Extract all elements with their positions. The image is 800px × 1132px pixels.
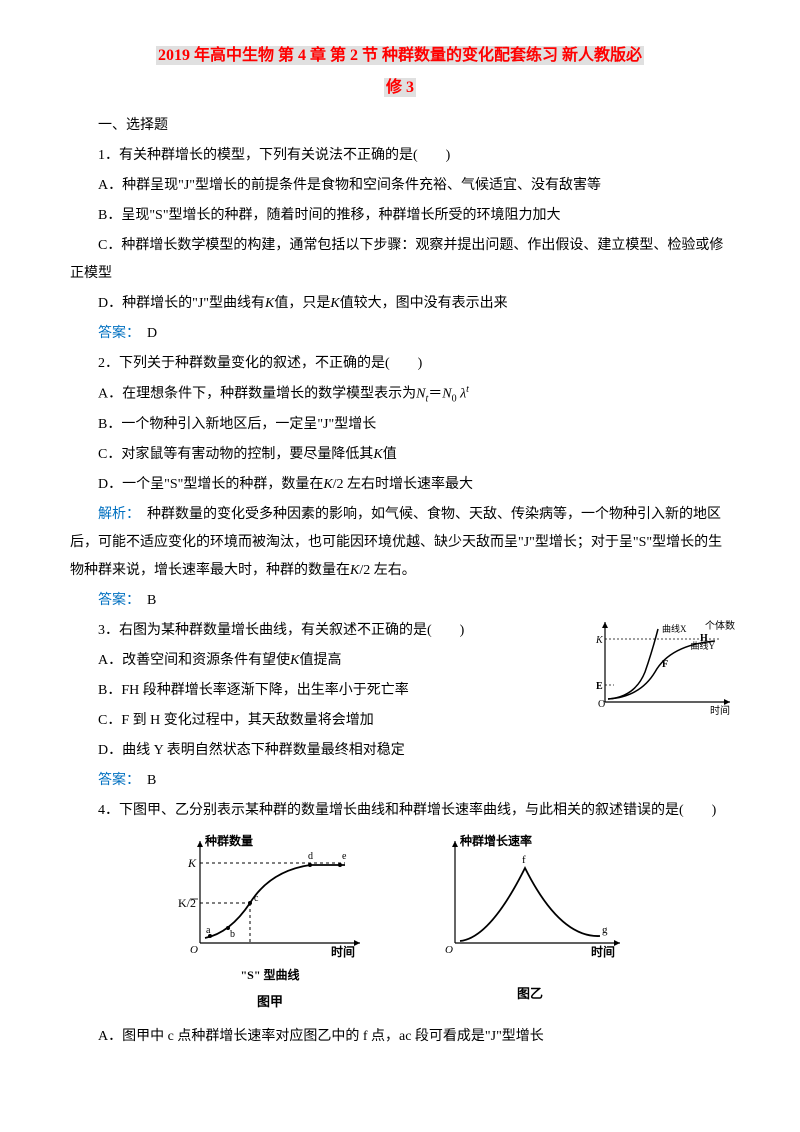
q1-opt-b: B．呈现"S"型增长的种群，随着时间的推移，种群增长所受的环境阻力加大 bbox=[70, 202, 730, 230]
text: ＝ bbox=[428, 387, 442, 402]
text: /2 左右。 bbox=[359, 563, 415, 578]
svg-text:O: O bbox=[598, 699, 605, 710]
answer-value: D bbox=[133, 326, 157, 341]
q4-stem: 4．下图甲、乙分别表示某种群的数量增长曲线和种群增长速率曲线，与此相关的叙述错误… bbox=[70, 797, 730, 825]
doc-title-line1: 2019 年高中生物 第 4 章 第 2 节 种群数量的变化配套练习 新人教版必 bbox=[156, 46, 644, 65]
svg-text:E: E bbox=[596, 681, 603, 692]
q3-opt-d: D．曲线 Y 表明自然状态下种群数量最终相对稳定 bbox=[70, 737, 730, 765]
sup-t: t bbox=[466, 384, 469, 395]
analysis-label: 解析： bbox=[98, 507, 133, 522]
var-k: K bbox=[265, 296, 274, 311]
var-n: N bbox=[442, 387, 451, 402]
q2-opt-a: A．在理想条件下，种群数量增长的数学模型表示为Nt＝N0 λt bbox=[70, 380, 730, 409]
q4-fig2: 种群增长速率 时间 O f g 图乙 bbox=[430, 833, 630, 1015]
answer-label: 答案： bbox=[98, 773, 133, 788]
svg-text:时间: 时间 bbox=[591, 944, 615, 959]
svg-text:曲线X: 曲线X bbox=[662, 623, 687, 634]
answer-value: B bbox=[133, 593, 156, 608]
svg-text:种群数量: 种群数量 bbox=[204, 833, 253, 848]
var-k: K bbox=[373, 447, 382, 462]
var-k: K bbox=[330, 296, 339, 311]
text: D．种群增长的"J"型曲线有 bbox=[98, 296, 265, 311]
answer-label: 答案： bbox=[98, 593, 133, 608]
svg-text:K: K bbox=[187, 856, 197, 870]
q4-opt-a: A．图甲中 c 点种群增长速率对应图乙中的 f 点，ac 段可看成是"J"型增长 bbox=[70, 1023, 730, 1051]
svg-text:K: K bbox=[595, 635, 604, 646]
text: A．在理想条件下，种群数量增长的数学模型表示为 bbox=[98, 387, 416, 402]
q1-answer: 答案： D bbox=[70, 320, 730, 348]
svg-text:时间: 时间 bbox=[331, 944, 355, 959]
fig1-sub: "S" 型曲线 bbox=[170, 963, 370, 987]
svg-text:H: H bbox=[700, 633, 708, 644]
svg-text:c: c bbox=[254, 893, 259, 904]
q2-answer: 答案： B bbox=[70, 587, 730, 615]
q2-stem: 2．下列关于种群数量变化的叙述，不正确的是( ) bbox=[70, 350, 730, 378]
q2-opt-c: C．对家鼠等有害动物的控制，要尽量降低其K值 bbox=[70, 441, 730, 469]
text: 值提高 bbox=[299, 653, 341, 668]
q4-fig1: 种群数量 时间 O K K/2 a b c d e "S" 型曲线 图甲 bbox=[170, 833, 370, 1015]
svg-text:F: F bbox=[662, 659, 668, 670]
svg-text:a: a bbox=[206, 925, 211, 936]
q1-opt-a: A．种群呈现"J"型增长的前提条件是食物和空间条件充裕、气候适宜、没有敌害等 bbox=[70, 172, 730, 200]
svg-text:个体数: 个体数 bbox=[705, 619, 735, 632]
svg-text:种群增长速率: 种群增长速率 bbox=[459, 833, 532, 848]
q1-opt-c: C．种群增长数学模型的构建，通常包括以下步骤：观察并提出问题、作出假设、建立模型… bbox=[70, 232, 730, 288]
svg-text:g: g bbox=[602, 924, 608, 936]
q2-opt-d: D．一个呈"S"型增长的种群，数量在K/2 左右时增长速率最大 bbox=[70, 471, 730, 499]
title-wrap: 2019 年高中生物 第 4 章 第 2 节 种群数量的变化配套练习 新人教版必… bbox=[70, 40, 730, 104]
var-lambda: λ bbox=[457, 387, 467, 402]
svg-text:b: b bbox=[230, 929, 235, 940]
text: A．改善空间和资源条件有望使 bbox=[98, 653, 290, 668]
q3-answer: 答案： B bbox=[70, 767, 730, 795]
fig1-caption: 图甲 bbox=[170, 989, 370, 1015]
text: C．对家鼠等有害动物的控制，要尽量降低其 bbox=[98, 447, 373, 462]
svg-text:时间: 时间 bbox=[710, 704, 730, 717]
q2-analysis: 解析： 种群数量的变化受多种因素的影响，如气候、食物、天敌、传染病等，一个物种引… bbox=[70, 501, 730, 585]
q3-block: 个体数 时间 O K 曲线X 曲线Y E F H 3．右图为某种群数量增长曲线，… bbox=[70, 617, 730, 735]
svg-text:f: f bbox=[522, 854, 526, 866]
answer-label: 答案： bbox=[98, 326, 133, 341]
fig2-caption: 图乙 bbox=[430, 981, 630, 1007]
text: 值，只是 bbox=[274, 296, 330, 311]
q3-figure: 个体数 时间 O K 曲线X 曲线Y E F H bbox=[590, 617, 740, 717]
var-k: K bbox=[350, 563, 359, 578]
section-heading: 一、选择题 bbox=[70, 112, 730, 140]
svg-text:O: O bbox=[190, 944, 198, 956]
answer-value: B bbox=[133, 773, 156, 788]
svg-text:e: e bbox=[342, 851, 347, 862]
text: D．一个呈"S"型增长的种群，数量在 bbox=[98, 477, 323, 492]
text: /2 左右时增长速率最大 bbox=[333, 477, 473, 492]
q1-stem: 1．有关种群增长的模型，下列有关说法不正确的是( ) bbox=[70, 142, 730, 170]
text: 值 bbox=[383, 447, 397, 462]
text: 值较大，图中没有表示出来 bbox=[340, 296, 508, 311]
svg-text:d: d bbox=[308, 851, 313, 862]
q1-opt-d: D．种群增长的"J"型曲线有K值，只是K值较大，图中没有表示出来 bbox=[70, 290, 730, 318]
svg-text:O: O bbox=[445, 944, 453, 956]
doc-title-line2: 修 3 bbox=[384, 78, 416, 97]
q4-figures: 种群数量 时间 O K K/2 a b c d e "S" 型曲线 图甲 bbox=[70, 833, 730, 1015]
q2-opt-b: B．一个物种引入新地区后，一定呈"J"型增长 bbox=[70, 411, 730, 439]
svg-text:K/2: K/2 bbox=[178, 896, 196, 910]
var-k: K bbox=[323, 477, 332, 492]
